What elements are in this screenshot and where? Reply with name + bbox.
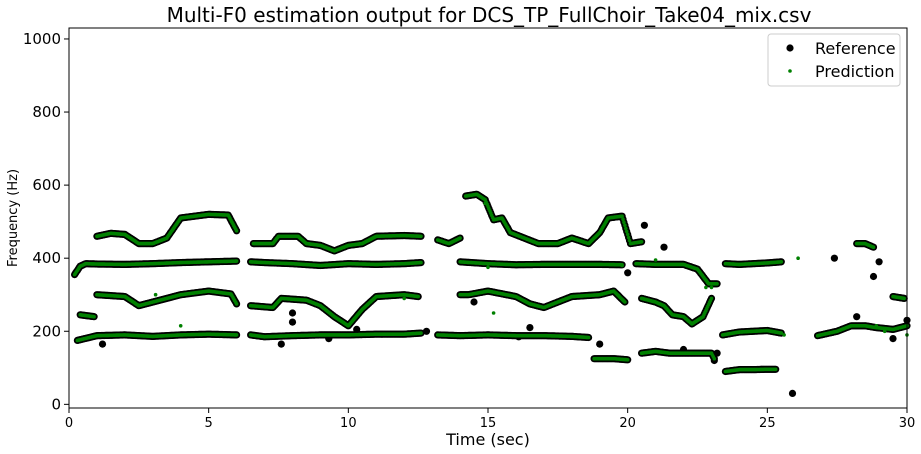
prediction-point — [624, 229, 629, 234]
prediction-point — [419, 331, 423, 335]
prediction-point — [621, 217, 625, 221]
reference-point — [875, 258, 883, 266]
reference-point — [713, 349, 721, 357]
prediction-point — [416, 294, 421, 299]
reference-point — [422, 327, 431, 335]
prediction-point — [623, 300, 627, 304]
reference-point — [624, 269, 632, 277]
reference-point — [889, 335, 897, 343]
prediction-point — [620, 214, 624, 218]
prediction-series — [72, 192, 909, 374]
prediction-point — [586, 335, 591, 340]
prediction-point — [234, 229, 239, 233]
prediction-point — [639, 240, 644, 244]
prediction-point — [624, 226, 628, 231]
prediction-point — [419, 234, 423, 239]
reference-point — [830, 254, 839, 262]
prediction-point — [715, 282, 719, 286]
reference-point — [288, 318, 297, 326]
reference-point — [470, 298, 478, 306]
reference-point — [679, 345, 688, 354]
prediction-point — [622, 220, 626, 225]
reference-point — [660, 243, 668, 251]
reference-point — [353, 325, 361, 333]
prediction-point — [625, 232, 630, 237]
prediction-point — [92, 314, 96, 319]
prediction-point — [623, 223, 627, 228]
prediction-point — [419, 260, 423, 265]
reference-point — [640, 221, 649, 229]
chart-title: Multi-F0 estimation output for DCS_TP_Fu… — [167, 3, 812, 27]
prediction-point — [234, 259, 239, 263]
reference-point — [325, 335, 333, 343]
prediction-point — [234, 302, 239, 306]
prediction-point — [234, 333, 239, 337]
reference-point — [277, 340, 285, 348]
reference-point — [853, 313, 861, 321]
prediction-point — [709, 296, 714, 301]
prediction-point — [627, 238, 632, 243]
reference-point — [596, 340, 604, 348]
reference-point — [788, 389, 797, 397]
prediction-point — [625, 358, 630, 362]
reference-point — [288, 309, 297, 317]
prediction-point — [458, 236, 462, 240]
reference-point — [98, 340, 107, 348]
prediction-point — [626, 235, 631, 240]
reference-point — [526, 324, 534, 332]
reference-point — [869, 272, 878, 281]
